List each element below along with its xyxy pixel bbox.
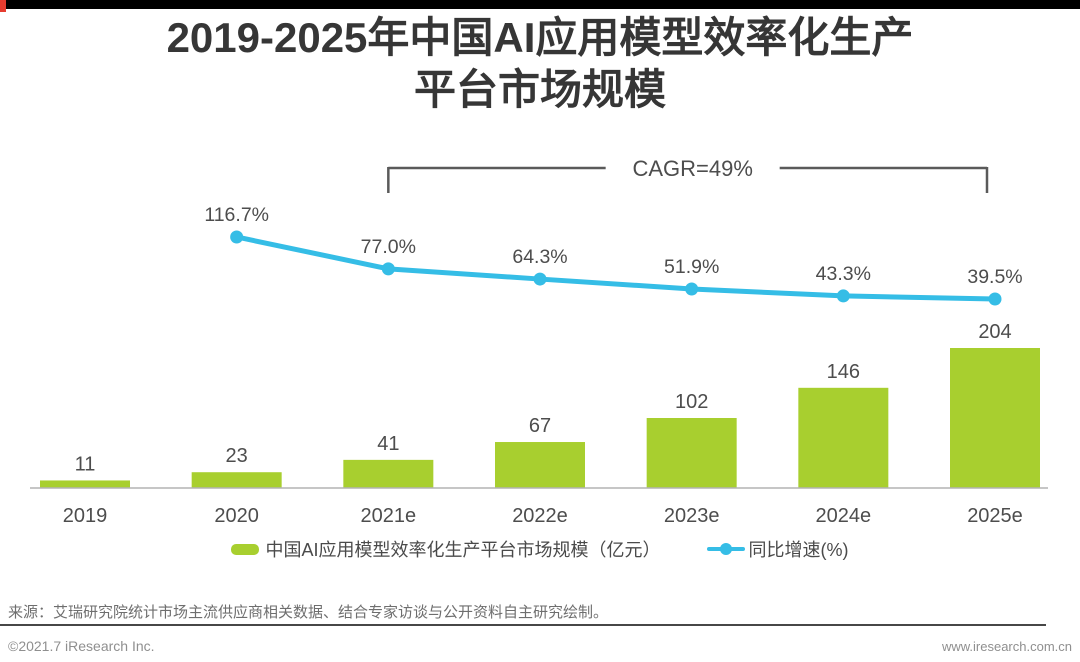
bar-value-label: 41 (377, 433, 399, 455)
bar-value-label: 146 (827, 361, 860, 383)
growth-point-2020 (230, 230, 244, 244)
chart-title: 2019-2025年中国AI应用模型效率化生产 平台市场规模 (0, 12, 1080, 116)
line-series-dot-icon (719, 543, 732, 555)
bar-value-label: 23 (226, 445, 248, 467)
bar-series-label: 中国AI应用模型效率化生产平台市场规模（亿元） (265, 540, 661, 560)
chart-title-line2: 平台市场规模 (413, 66, 666, 113)
bar-2025e (950, 348, 1040, 488)
bar-value-label: 11 (75, 453, 96, 475)
growth-value-label: 116.7% (204, 204, 269, 226)
x-axis-label-2020: 2020 (214, 505, 259, 527)
growth-point-2022e (533, 272, 547, 286)
growth-point-2021e (381, 262, 395, 276)
legend-item-bar: 中国AI应用模型效率化生产平台市场规模（亿元） (231, 536, 661, 562)
bar-2023e (646, 418, 737, 488)
bar-2022e (495, 442, 585, 488)
divider-line (0, 624, 1046, 626)
growth-line (234, 234, 998, 302)
growth-value-label: 51.9% (664, 256, 719, 278)
growth-value-label: 64.3% (512, 246, 567, 268)
chart-legend: 中国AI应用模型效率化生产平台市场规模（亿元） 同比增速(%) (0, 536, 1080, 562)
x-axis-label-2023e: 2023e (664, 505, 720, 527)
growth-point-2024e (836, 289, 850, 303)
growth-value-label: 77.0% (361, 236, 416, 258)
bar-series-swatch-icon (231, 543, 260, 555)
bar-2020 (191, 472, 282, 488)
website-url: www.iresearch.com.cn (941, 639, 1072, 654)
chart-title-line1: 2019-2025年中国AI应用模型效率化生产 (166, 14, 914, 61)
bar-2024e (798, 387, 889, 488)
growth-point-2025e (988, 292, 1002, 306)
x-axis-label-2019: 2019 (63, 505, 108, 527)
copyright-text: ©2021.7 iResearch Inc. (8, 638, 155, 654)
x-axis-label-2025e: 2025e (967, 505, 1023, 527)
bar-value-label: 204 (978, 321, 1011, 343)
x-axis-label-2024e: 2024e (816, 505, 872, 527)
line-series-label: 同比增速(%) (748, 540, 849, 560)
growth-value-label: 39.5% (967, 266, 1022, 288)
growth-value-label: 43.3% (816, 263, 871, 285)
bar-2021e (343, 459, 434, 488)
x-axis-label-2022e: 2022e (512, 505, 568, 527)
bar-value-label: 67 (529, 415, 551, 437)
legend-item-line: 同比增速(%) (706, 536, 849, 562)
line-series-marker-icon (706, 543, 745, 555)
red-corner-mark (0, 0, 6, 12)
x-axis-label-2021e: 2021e (361, 505, 417, 527)
cagr-label: CAGR=49% (632, 156, 752, 181)
source-note: 来源：艾瑞研究院统计市场主流供应商相关数据、结合专家访谈与公开资料自主研究绘制。 (8, 604, 609, 621)
growth-point-2023e (685, 282, 699, 296)
market-size-chart: 11 2019 23 2020 41 2021e 67 2022e 102 2023e 146 202… (30, 156, 1048, 527)
top-border-bar (0, 0, 1080, 9)
bar-value-label: 102 (675, 391, 708, 413)
bar-2019 (40, 480, 130, 488)
